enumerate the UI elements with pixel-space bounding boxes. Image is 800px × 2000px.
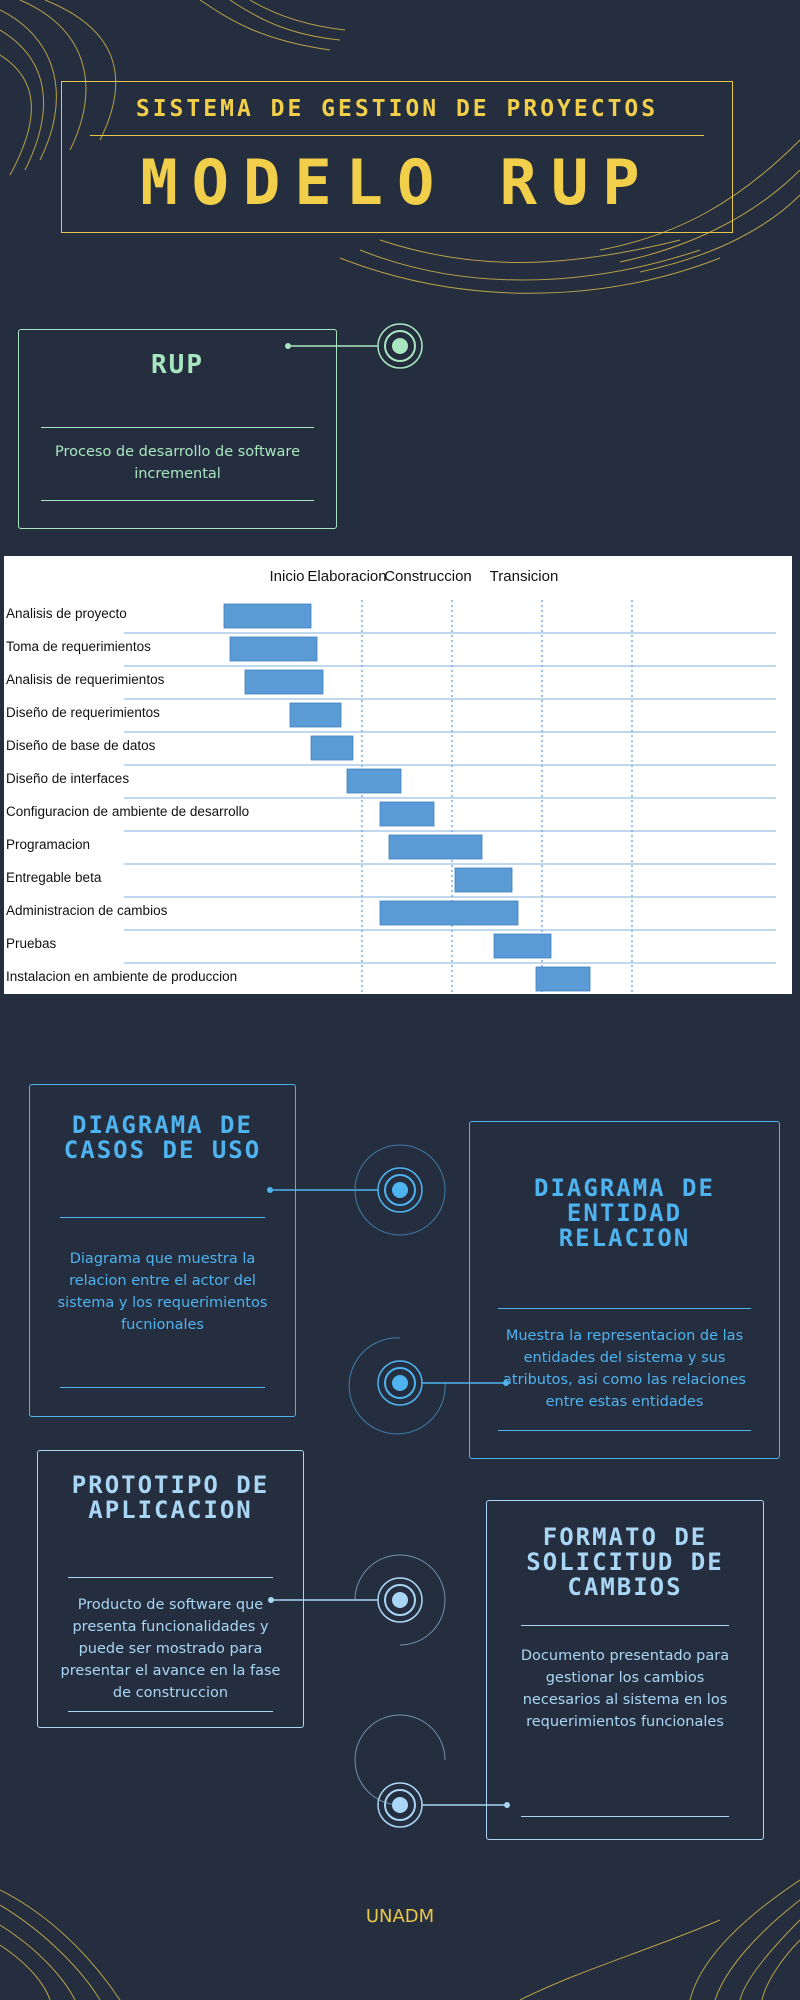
casos-uso-node — [267, 1144, 446, 1236]
rup-card-description: Proceso de desarrollo de software increm… — [55, 444, 300, 482]
task-label: Programacion — [6, 837, 90, 852]
phase-label: Elaboracion — [307, 568, 386, 585]
rup-card-top-rule — [41, 427, 314, 428]
formato-top-rule — [521, 1625, 729, 1626]
phase-label: Inicio — [269, 568, 304, 585]
task-bar — [229, 636, 318, 662]
footer-text: UNADM — [365, 1906, 435, 1927]
rup-gantt-chart: Inicio Elaboracion Construccion Transicion A… — [4, 556, 792, 997]
task-bar — [244, 669, 324, 695]
task-bar — [223, 603, 312, 629]
task-label: Instalacion en ambiente de produccion — [6, 969, 237, 984]
task-label: Administracion de cambios — [6, 903, 168, 918]
casos-uso-description: Diagrama que muestra la relacion entre e… — [57, 1251, 268, 1333]
task-label: Diseño de base de datos — [6, 738, 156, 753]
task-label: Toma de requerimientos — [6, 639, 151, 654]
task-bar — [493, 933, 552, 959]
prototipo-description: Producto de software que presenta funcio… — [60, 1597, 281, 1701]
task-bar — [289, 702, 342, 728]
task-bar — [310, 735, 354, 761]
casos-uso-top-rule — [60, 1217, 265, 1218]
page-title: MODELO RUP — [140, 146, 654, 219]
task-bar — [379, 801, 435, 827]
entidad-relacion-bottom-rule — [498, 1430, 751, 1431]
prototipo-top-rule — [68, 1577, 273, 1578]
header-divider — [90, 135, 704, 136]
task-bar — [388, 834, 483, 860]
header-frame: SISTEMA DE GESTION DE PROYECTOS MODELO R… — [61, 81, 733, 233]
formato-description: Documento presentado para gestionar los … — [520, 1648, 730, 1730]
prototipo-title: PROTOTIPO DE APLICACION — [71, 1471, 270, 1524]
task-bar — [346, 768, 402, 794]
entidad-relacion-node — [348, 1337, 509, 1435]
task-label: Diseño de interfaces — [6, 771, 129, 786]
task-label: Analisis de proyecto — [6, 606, 127, 621]
task-bar — [535, 966, 591, 992]
task-label: Analisis de requerimientos — [6, 672, 165, 687]
task-bar — [379, 900, 519, 926]
header-subtitle: SISTEMA DE GESTION DE PROYECTOS — [135, 96, 659, 122]
formato-bottom-rule — [521, 1816, 729, 1817]
task-label: Diseño de requerimientos — [6, 705, 160, 720]
formato-node — [354, 1714, 510, 1828]
prototipo-node — [268, 1554, 446, 1646]
casos-uso-title: DIAGRAMA DE CASOS DE USO — [63, 1111, 262, 1164]
formato-title: FORMATO DE SOLICITUD DE CAMBIOS — [526, 1523, 724, 1601]
rup-card-bottom-rule — [41, 500, 314, 501]
task-label: Configuracion de ambiente de desarrollo — [6, 804, 249, 819]
task-bar — [454, 867, 513, 893]
task-label: Entregable beta — [6, 870, 102, 885]
entidad-relacion-description: Muestra la representacion de las entidad… — [503, 1328, 746, 1410]
task-label: Pruebas — [6, 936, 57, 951]
entidad-relacion-title: DIAGRAMA DE ENTIDAD RELACION — [534, 1174, 715, 1252]
entidad-relacion-card: DIAGRAMA DE ENTIDAD RELACION Muestra la … — [469, 1121, 780, 1459]
rup-node — [285, 323, 423, 369]
entidad-relacion-top-rule — [498, 1308, 751, 1309]
formato-card: FORMATO DE SOLICITUD DE CAMBIOS Document… — [486, 1500, 764, 1840]
rup-card-title: RUP — [151, 350, 204, 380]
phase-label: Transicion — [490, 568, 559, 585]
casos-uso-card: DIAGRAMA DE CASOS DE USO Diagrama que mu… — [29, 1084, 296, 1417]
phase-label: Construccion — [384, 568, 472, 585]
casos-uso-bottom-rule — [60, 1387, 265, 1388]
prototipo-bottom-rule — [68, 1711, 273, 1712]
prototipo-card: PROTOTIPO DE APLICACION Producto de soft… — [37, 1450, 304, 1728]
rup-card: RUP Proceso de desarrollo de software in… — [18, 329, 337, 529]
